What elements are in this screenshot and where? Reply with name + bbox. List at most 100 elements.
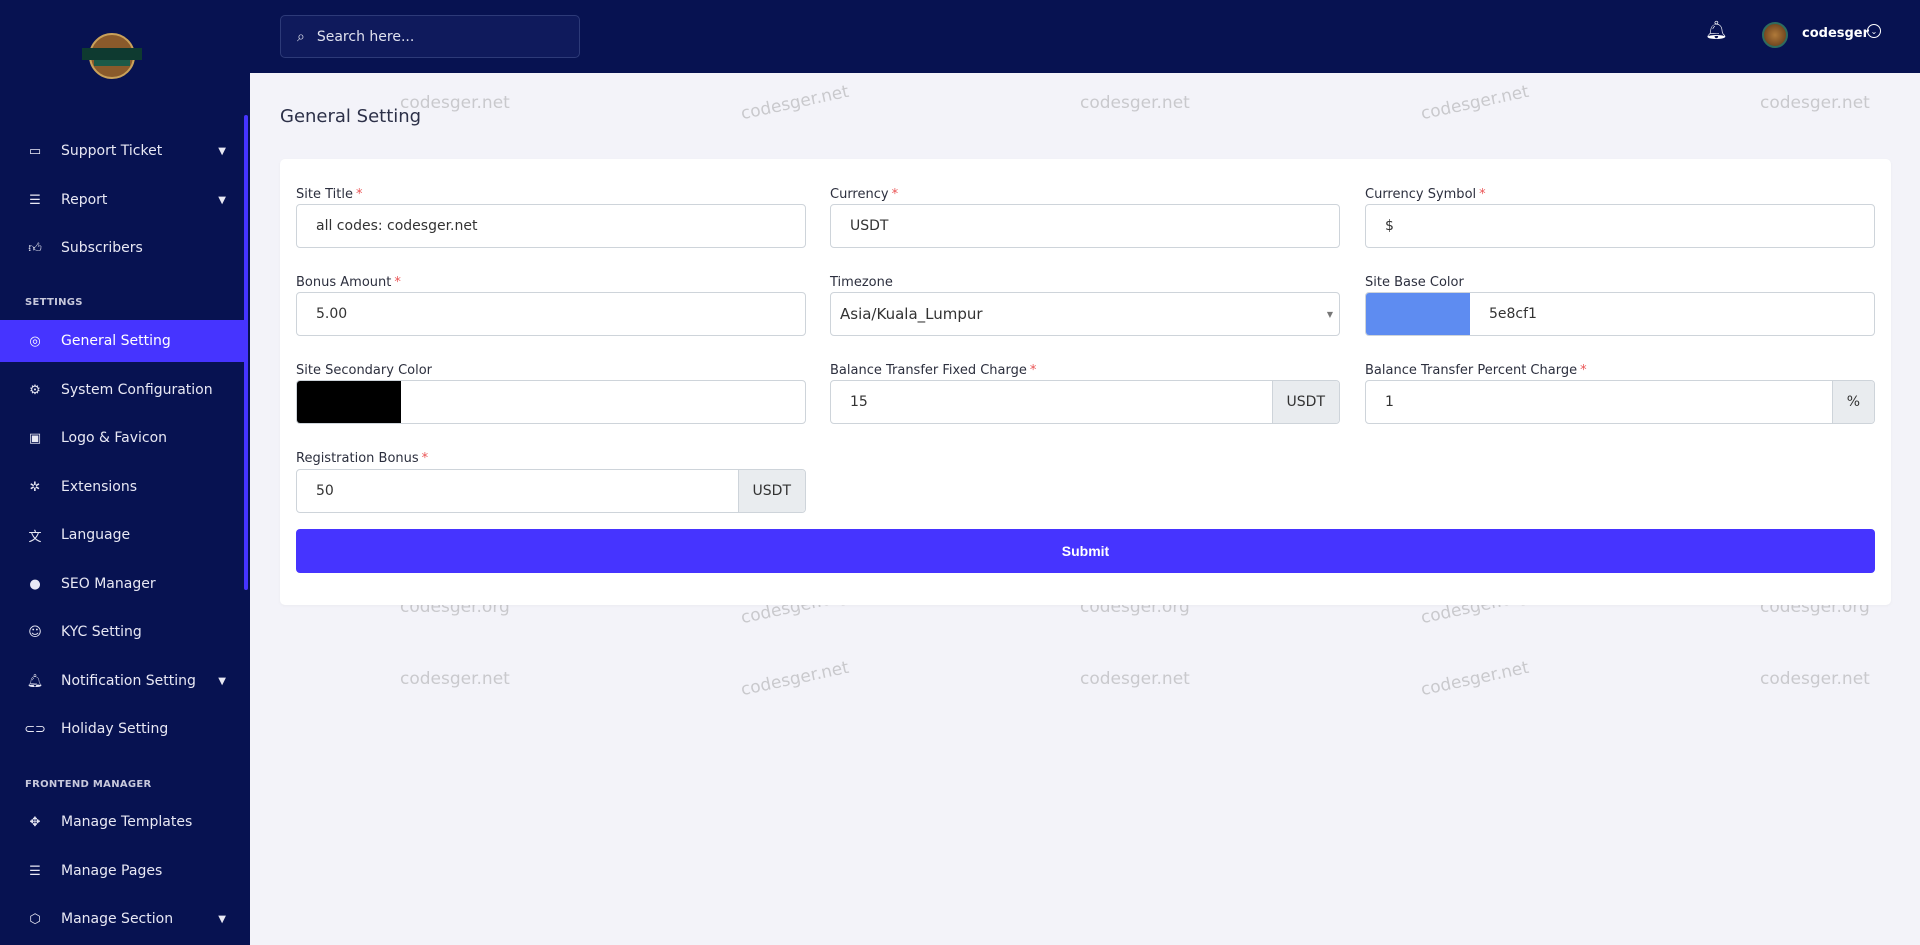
sidebar-item-label: Notification Setting (61, 673, 196, 689)
language-icon: 文 (28, 529, 42, 545)
timezone-select[interactable]: Asia/Kuala_Lumpur ▼ (830, 292, 1340, 336)
bonus-amount-input[interactable]: 5.00 (296, 292, 806, 336)
watermark-text: codesger.net (1760, 93, 1870, 113)
unit-addon: USDT (737, 470, 805, 512)
sidebar-item-manage-templates[interactable]: ✥ Manage Templates (0, 801, 244, 843)
dropdown-arrow-icon: ▼ (1326, 309, 1333, 319)
secondary-color-input[interactable] (296, 380, 806, 424)
username[interactable]: codesger (1802, 26, 1870, 41)
thumbs-up-icon: 👍︎ (28, 240, 42, 256)
color-swatch[interactable] (297, 381, 401, 423)
sidebar-item-seo-manager[interactable]: ● SEO Manager (0, 563, 244, 605)
notification-bell-icon[interactable]: 🔔︎ (1705, 20, 1728, 41)
chevron-down-icon: ▼ (218, 675, 226, 687)
chevron-down-icon[interactable]: ⌄ (1867, 24, 1881, 38)
input-value: 50 (316, 483, 334, 499)
label-text: Currency (830, 187, 889, 202)
image-icon: ▣ (28, 430, 42, 446)
required-mark: * (355, 187, 363, 202)
registration-bonus-label: Registration Bonus * (296, 451, 428, 466)
percent-charge-label: Balance Transfer Percent Charge * (1365, 363, 1587, 378)
label-text: Balance Transfer Fixed Charge (830, 363, 1027, 378)
sidebar-item-support-ticket[interactable]: ▭ Support Ticket ▼ (0, 130, 244, 172)
timezone-label: Timezone (830, 275, 893, 290)
sidebar-item-language[interactable]: 文 Language (0, 514, 244, 556)
input-value: USDT (850, 218, 889, 234)
avatar[interactable] (1762, 22, 1788, 48)
watermark-text: codesger.net (739, 81, 851, 125)
list-icon: ☰ (29, 192, 41, 208)
general-setting-form: Site Title * all codes: codesger.net Curren… (280, 159, 1891, 605)
sidebar: ▭ Support Ticket ▼ ☰ Report ▼ 👍︎ Subscribers SET… (0, 0, 250, 945)
chevron-down-icon: ▼ (218, 145, 226, 157)
required-mark: * (1479, 187, 1486, 202)
label-text: Site Base Color (1365, 275, 1464, 290)
sidebar-item-label: KYC Setting (61, 624, 142, 640)
required-mark: * (891, 187, 899, 202)
base-color-input[interactable]: 5e8cf1 (1365, 292, 1875, 336)
label-text: Registration Bonus (296, 451, 419, 466)
sidebar-item-logo-favicon[interactable]: ▣ Logo & Favicon (0, 417, 244, 459)
user-check-icon: ☺ (28, 624, 42, 640)
required-mark: * (1029, 363, 1037, 378)
color-swatch[interactable] (1366, 293, 1470, 335)
watermark-text: codesger.net (1419, 81, 1531, 125)
topbar: ⌕ Search here... 🔔︎ codesger ⌄ (250, 0, 1920, 73)
section-label-settings: SETTINGS (25, 297, 83, 308)
required-mark: * (1580, 363, 1587, 378)
currency-input[interactable]: USDT (830, 204, 1340, 248)
submit-button[interactable]: Submit (296, 529, 1875, 573)
watermark-text: codesger.net (1419, 657, 1531, 701)
currency-symbol-input[interactable]: $ (1365, 204, 1875, 248)
input-value: 15 (850, 394, 868, 410)
watermark-text: codesger.net (1080, 669, 1190, 689)
watermark-text: codesger.net (1080, 93, 1190, 113)
sidebar-item-manage-pages[interactable]: ☰ Manage Pages (0, 850, 244, 892)
search-input[interactable]: ⌕ Search here... (280, 15, 580, 58)
sidebar-item-notification-setting[interactable]: 🔔︎ Notification Setting ▼ (0, 660, 244, 702)
life-ring-icon: ◎ (29, 333, 41, 349)
sidebar-item-label: Manage Pages (61, 863, 163, 879)
globe-icon: ● (29, 576, 41, 592)
percent-charge-input[interactable]: 1% (1365, 380, 1875, 424)
watermark-text: codesger.net (400, 669, 510, 689)
sidebar-item-kyc-setting[interactable]: ☺ KYC Setting (0, 611, 244, 653)
sidebar-item-subscribers[interactable]: 👍︎ Subscribers (0, 227, 244, 269)
cogs-icon: ✲ (29, 479, 41, 495)
bell-icon: 🔔︎ (26, 673, 44, 689)
search-icon: ⌕ (297, 28, 305, 45)
registration-bonus-input[interactable]: 50 USDT (296, 469, 806, 513)
site-title-label: Site Title * (296, 187, 362, 202)
toggle-icon: ⊂⊃ (24, 721, 46, 737)
sidebar-item-general-setting[interactable]: ◎ General Setting (0, 320, 244, 362)
label-text: Bonus Amount (296, 275, 392, 290)
sidebar-item-report[interactable]: ☰ Report ▼ (0, 179, 244, 221)
unit-addon: USDT (1271, 381, 1339, 423)
search-placeholder: Search here... (316, 28, 415, 45)
sidebar-item-manage-section[interactable]: ⬡ Manage Section ▼ (0, 898, 244, 940)
label-text: Balance Transfer Percent Charge (1365, 363, 1578, 378)
sidebar-item-label: Extensions (61, 479, 138, 495)
sidebar-item-extensions[interactable]: ✲ Extensions (0, 466, 244, 508)
sidebar-item-label: Support Ticket (61, 143, 163, 159)
sidebar-scrollbar[interactable] (244, 115, 248, 590)
label-text: Site Secondary Color (296, 363, 433, 378)
sidebar-item-holiday-setting[interactable]: ⊂⊃ Holiday Setting (0, 708, 244, 750)
fixed-charge-input[interactable]: 15 USDT (830, 380, 1340, 424)
input-value: 5.00 (316, 306, 348, 322)
secondary-color-label: Site Secondary Color (296, 363, 432, 378)
required-mark: * (421, 451, 429, 466)
watermark-text: codesger.net (1760, 669, 1870, 689)
watermark-text: codesger.net (739, 657, 851, 701)
page-title: General Setting (280, 106, 422, 127)
sidebar-item-label: Holiday Setting (61, 721, 169, 737)
sidebar-item-system-configuration[interactable]: ⚙ System Configuration (0, 369, 244, 411)
goodwood-logo (82, 33, 142, 79)
sidebar-item-label: Manage Section (61, 911, 174, 927)
base-color-label: Site Base Color (1365, 275, 1464, 290)
select-value: Asia/Kuala_Lumpur (840, 305, 983, 323)
input-value: $ (1385, 218, 1394, 234)
sidebar-item-label: General Setting (61, 333, 171, 349)
site-title-input[interactable]: all codes: codesger.net (296, 204, 806, 248)
label-text: Timezone (830, 275, 893, 290)
